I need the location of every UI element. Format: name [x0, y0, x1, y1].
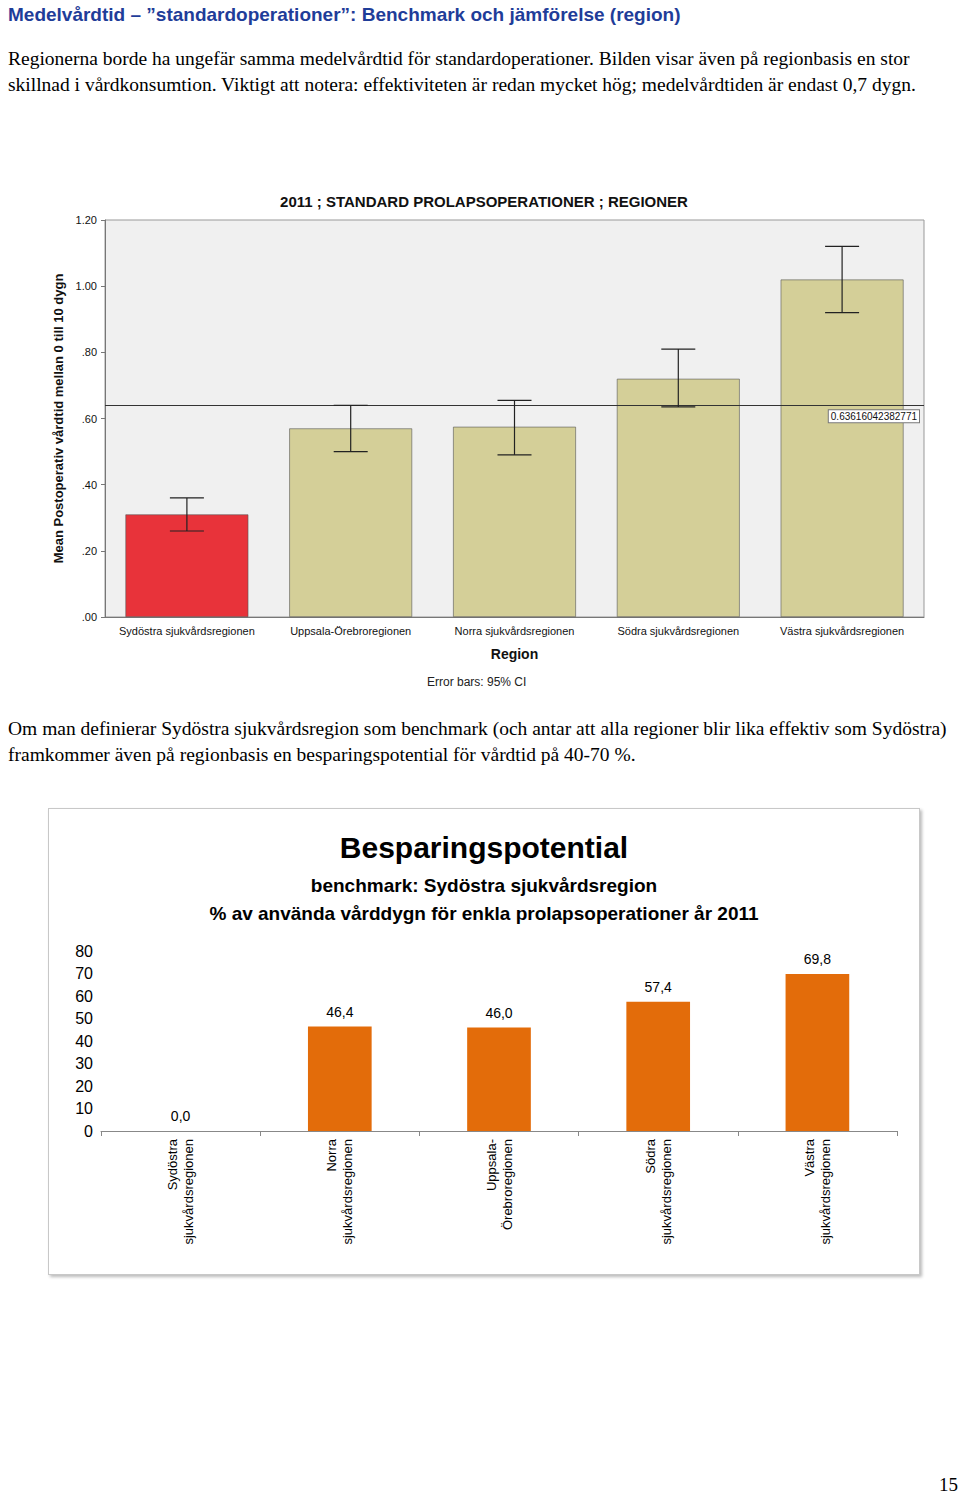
svg-text:1.00: 1.00 [76, 280, 97, 292]
svg-text:Region: Region [491, 646, 538, 662]
svg-text:Södra sjukvårdsregionen: Södra sjukvårdsregionen [617, 625, 739, 637]
svg-text:0: 0 [84, 1123, 93, 1140]
svg-text:.60: .60 [82, 413, 97, 425]
svg-text:sjukvårdsregionen: sjukvårdsregionen [818, 1139, 833, 1245]
svg-text:.40: .40 [82, 479, 97, 491]
svg-text:.00: .00 [82, 611, 97, 623]
html-text:Medelvårdtid – ”standardoperat: Medelvårdtid – ”standardoperationer”: Be… [8, 4, 681, 25]
svg-text:Besparingspotential: Besparingspotential [340, 831, 628, 864]
svg-text:0,0: 0,0 [171, 1108, 191, 1124]
svg-text:Västra sjukvårdsregionen: Västra sjukvårdsregionen [780, 625, 904, 637]
html-text:15: 15 [939, 1474, 958, 1495]
svg-text:2011 ; STANDARD PROLAPSOPERATI: 2011 ; STANDARD PROLAPSOPERATIONER ; REG… [280, 193, 688, 210]
html-text:Regionerna borde ha ungefär sa: Regionerna borde ha ungefär samma medelv… [8, 48, 916, 95]
svg-text:70: 70 [75, 965, 93, 982]
svg-text:sjukvårdsregionen: sjukvårdsregionen [340, 1139, 355, 1245]
svg-text:Norra: Norra [324, 1138, 339, 1171]
svg-text:20: 20 [75, 1078, 93, 1095]
svg-text:80: 80 [75, 943, 93, 960]
svg-text:sjukvårdsregionen: sjukvårdsregionen [181, 1139, 196, 1245]
svg-text:Norra sjukvårdsregionen: Norra sjukvårdsregionen [455, 625, 575, 637]
svg-text:Mean Postoperativ vårdtid mell: Mean Postoperativ vårdtid mellan 0 till … [51, 274, 66, 564]
svg-text:46,4: 46,4 [326, 1004, 353, 1020]
svg-text:.80: .80 [82, 346, 97, 358]
svg-text:50: 50 [75, 1010, 93, 1027]
svg-text:Sydöstra: Sydöstra [165, 1138, 180, 1190]
svg-text:.20: .20 [82, 545, 97, 557]
svg-text:Uppsala-: Uppsala- [484, 1139, 499, 1191]
svg-text:Örebroregionen: Örebroregionen [500, 1139, 515, 1230]
svg-text:% av använda vårddygn för enkl: % av använda vårddygn för enkla prolapso… [209, 903, 759, 924]
svg-text:Sydöstra sjukvårdsregionen: Sydöstra sjukvårdsregionen [119, 625, 255, 637]
svg-text:60: 60 [75, 988, 93, 1005]
svg-text:40: 40 [75, 1033, 93, 1050]
svg-text:benchmark: Sydöstra sjukvårdsr: benchmark: Sydöstra sjukvårdsregion [311, 875, 657, 896]
svg-text:Uppsala-Örebroregionen: Uppsala-Örebroregionen [290, 625, 411, 637]
svg-text:Error bars: 95% CI: Error bars: 95% CI [427, 675, 526, 689]
svg-text:sjukvårdsregionen: sjukvårdsregionen [659, 1139, 674, 1245]
svg-text:0.63616042382771: 0.63616042382771 [831, 411, 918, 422]
html-text:Om man definierar Sydöstra sju: Om man definierar Sydöstra sjukvårdsregi… [8, 718, 947, 765]
svg-text:Västra: Västra [802, 1138, 817, 1176]
svg-text:10: 10 [75, 1100, 93, 1117]
svg-text:Södra: Södra [643, 1138, 658, 1173]
svg-text:69,8: 69,8 [804, 951, 831, 967]
svg-text:1.20: 1.20 [76, 214, 97, 226]
svg-text:57,4: 57,4 [645, 979, 672, 995]
svg-text:46,0: 46,0 [485, 1005, 512, 1021]
svg-text:30: 30 [75, 1055, 93, 1072]
